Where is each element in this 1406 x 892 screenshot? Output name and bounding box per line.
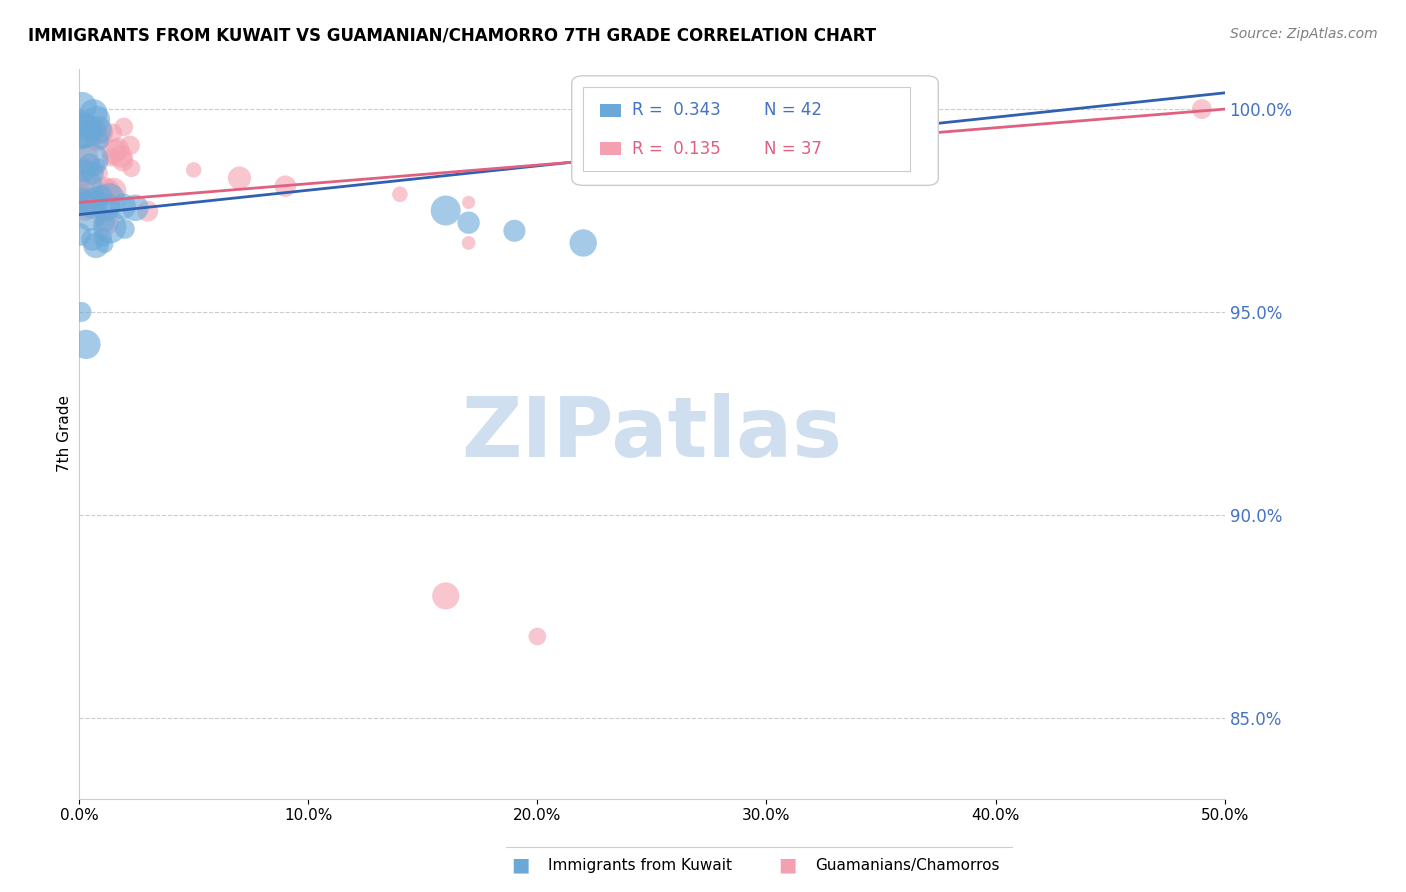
Point — [457, 195, 479, 210]
Point — [91, 188, 114, 202]
Point — [434, 203, 457, 218]
Point — [228, 171, 250, 186]
Point — [70, 131, 93, 145]
Point — [97, 185, 120, 199]
Text: IMMIGRANTS FROM KUWAIT VS GUAMANIAN/CHAMORRO 7TH GRADE CORRELATION CHART: IMMIGRANTS FROM KUWAIT VS GUAMANIAN/CHAM… — [28, 27, 876, 45]
Point — [107, 142, 129, 156]
Point — [75, 337, 97, 351]
Point — [86, 123, 108, 137]
Text: ZIPatlas: ZIPatlas — [461, 393, 842, 475]
Point — [75, 124, 97, 138]
Point — [89, 123, 111, 137]
Point — [72, 119, 94, 133]
Text: ■: ■ — [510, 855, 530, 875]
Point — [101, 126, 124, 140]
Point — [274, 179, 297, 194]
Point — [93, 182, 115, 196]
Point — [79, 127, 101, 141]
Point — [80, 153, 103, 167]
FancyBboxPatch shape — [572, 76, 938, 186]
FancyBboxPatch shape — [600, 103, 621, 117]
Point — [69, 174, 91, 188]
Point — [86, 112, 108, 127]
Point — [83, 122, 105, 136]
Point — [388, 187, 411, 202]
Point — [98, 192, 121, 206]
Point — [118, 138, 141, 153]
Text: Guamanians/Chamorros: Guamanians/Chamorros — [815, 858, 1000, 872]
Point — [73, 164, 96, 178]
Point — [72, 124, 94, 138]
Point — [755, 102, 778, 116]
Point — [84, 238, 107, 252]
FancyBboxPatch shape — [600, 143, 621, 155]
Text: ■: ■ — [778, 855, 797, 875]
Point — [75, 203, 97, 218]
Point — [84, 163, 107, 178]
Point — [73, 160, 96, 174]
Point — [82, 196, 104, 211]
Point — [86, 186, 108, 201]
Point — [70, 100, 93, 114]
Point — [75, 195, 97, 210]
Point — [93, 237, 115, 252]
Point — [114, 222, 136, 236]
Point — [103, 145, 125, 159]
Point — [79, 157, 101, 171]
Point — [82, 232, 104, 246]
Point — [457, 216, 479, 230]
Point — [111, 153, 134, 168]
Point — [94, 215, 117, 229]
Point — [70, 305, 93, 319]
Text: R =  0.343: R = 0.343 — [633, 101, 721, 120]
Point — [91, 230, 114, 244]
Point — [124, 201, 146, 215]
Point — [96, 200, 118, 214]
Point — [503, 224, 526, 238]
Point — [94, 215, 117, 229]
Point — [572, 235, 595, 250]
Point — [91, 125, 114, 139]
Point — [82, 106, 104, 120]
Point — [89, 166, 111, 180]
FancyBboxPatch shape — [583, 87, 910, 170]
Point — [87, 131, 110, 145]
Point — [82, 166, 104, 180]
Point — [110, 149, 132, 163]
Point — [69, 193, 91, 207]
Point — [75, 191, 97, 205]
Point — [100, 151, 122, 165]
Point — [69, 227, 91, 242]
Point — [89, 134, 111, 148]
Point — [87, 158, 110, 172]
Point — [120, 161, 142, 176]
Point — [434, 589, 457, 603]
Point — [70, 191, 93, 205]
Point — [76, 178, 98, 192]
Point — [1191, 102, 1213, 116]
Point — [103, 184, 125, 198]
Point — [136, 204, 159, 219]
Text: Immigrants from Kuwait: Immigrants from Kuwait — [548, 858, 733, 872]
Point — [79, 207, 101, 221]
Point — [67, 115, 90, 129]
Point — [183, 163, 205, 178]
Point — [72, 172, 94, 186]
Text: N = 42: N = 42 — [765, 101, 823, 120]
Point — [526, 630, 548, 644]
Text: Source: ZipAtlas.com: Source: ZipAtlas.com — [1230, 27, 1378, 41]
Y-axis label: 7th Grade: 7th Grade — [58, 395, 72, 472]
Text: N = 37: N = 37 — [765, 140, 823, 158]
Point — [457, 235, 479, 250]
Text: R =  0.135: R = 0.135 — [633, 140, 721, 158]
Point — [75, 148, 97, 162]
Point — [69, 190, 91, 204]
Point — [98, 219, 121, 234]
Point — [111, 199, 134, 213]
Point — [112, 120, 135, 134]
